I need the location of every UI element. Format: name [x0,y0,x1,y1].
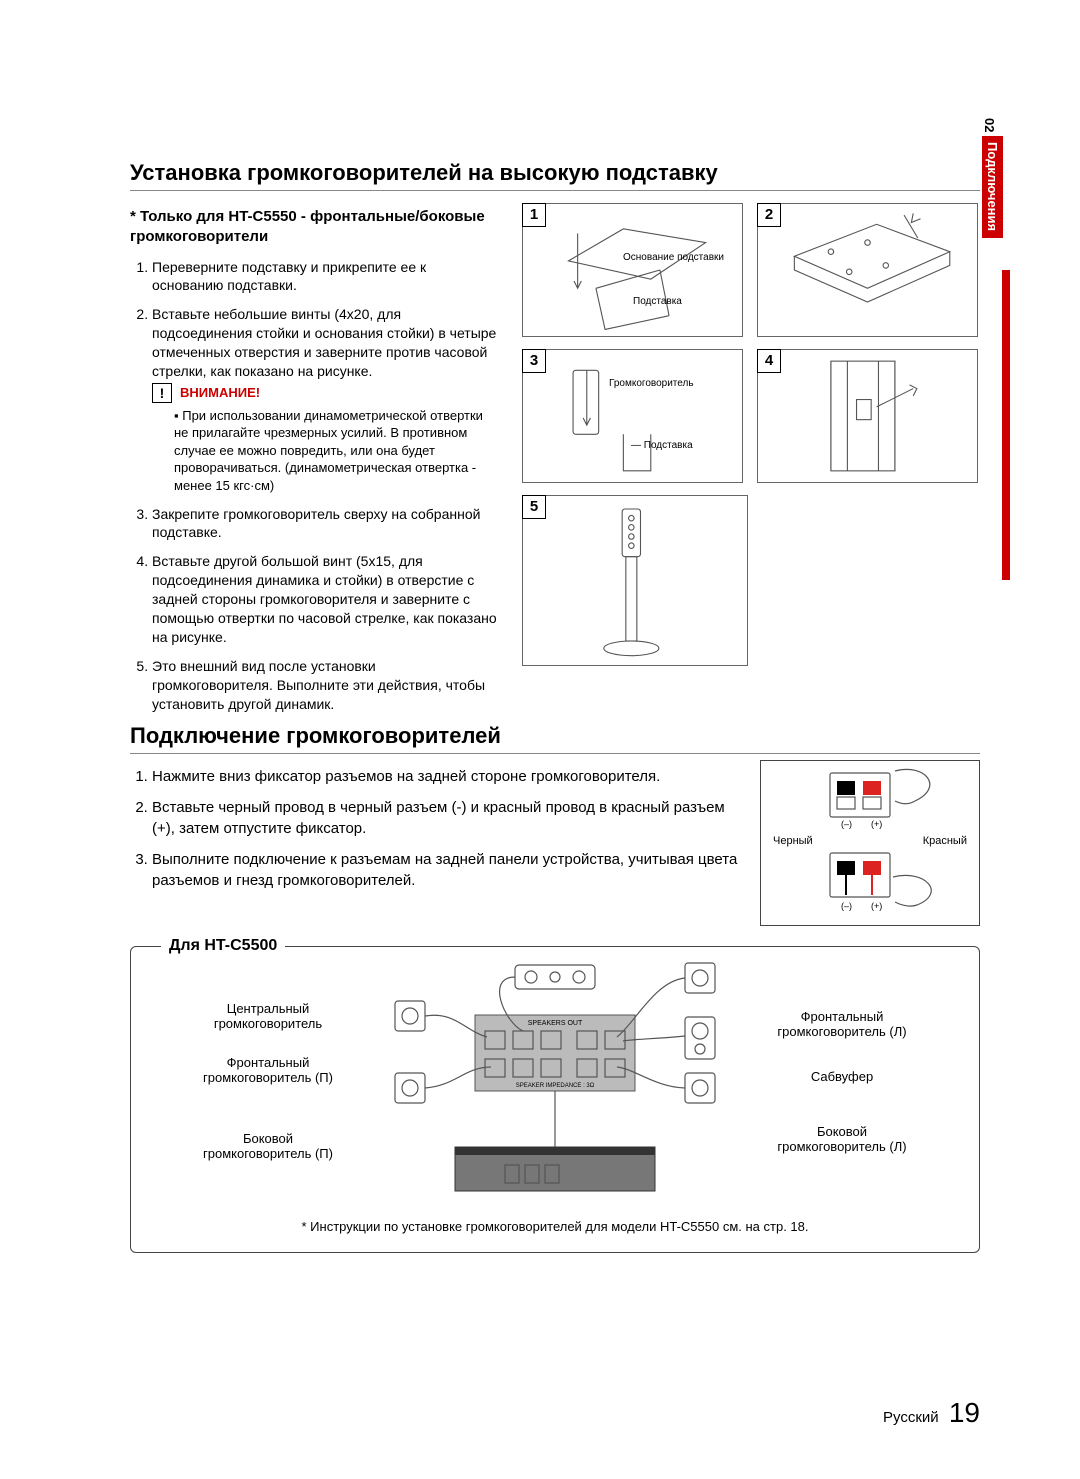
con-step-2: Вставьте черный провод в черный разъем (… [152,797,744,839]
svg-text:(–): (–) [841,901,852,911]
section1-diagrams: 1 Основание подставки Подставка 2 [520,197,980,723]
d1-lbl-a: Основание подставки [623,252,724,263]
section1-text: * Только для HT-C5550 - фронтальные/боко… [130,197,500,723]
d1-lbl-b: Подставка [633,296,682,307]
diagram-1: 1 Основание подставки Подставка [522,203,743,337]
svg-text:(+): (+) [871,901,882,911]
wiring-frame-title: Для HT-C5500 [161,937,285,955]
footer-lang: Русский [883,1409,939,1426]
page-footer: Русский 19 [883,1397,980,1429]
diagram-5: 5 [522,495,748,666]
con-step-3: Выполните подключение к разъемам на задн… [152,849,744,891]
step-4: Вставьте другой большой винт (5x15, для … [152,552,500,646]
plus-label-1: (+) [871,819,882,829]
wiring-frame: Для HT-C5500 Центральный громкоговорител… [130,946,980,1253]
section-tab: 02 Подключения [982,118,1010,238]
lbl-surround-l: Боковой громкоговоритель (Л) [767,1124,917,1154]
section2-title: Подключение громкоговорителей [130,723,980,754]
diagram-num-5: 5 [522,495,546,519]
step-5: Это внешний вид после установки громкого… [152,657,500,714]
con-step-1: Нажмите вниз фиксатор разъемов на задней… [152,766,744,787]
diagram-2: 2 [757,203,978,337]
lbl-front-r: Фронтальный громкоговоритель (П) [193,1055,343,1085]
caution-body: ▪ При использовании динамометрической от… [174,407,500,495]
step-3: Закрепите громкоговоритель сверху на соб… [152,505,500,543]
lbl-front-l: Фронтальный громкоговоритель (Л) [767,1009,917,1039]
minus-label-1: (–) [841,819,852,829]
lbl-surround-r: Боковой громкоговоритель (П) [193,1131,343,1161]
wiring-footnote: * Инструкции по установке громкоговорите… [151,1219,959,1234]
section-stripe [1002,270,1010,580]
panel-imp-label: SPEAKER IMPEDANCE : 3Ω [516,1083,595,1089]
section-label: Подключения [982,136,1003,237]
red-label: Красный [923,835,967,847]
d3-lbl-b: — Подставка [631,440,693,451]
diagram-3: 3 Громкоговоритель — Подставка [522,349,743,483]
step-1: Переверните подставку и прикрепите ее к … [152,258,500,296]
d3-lbl-a: Громкоговоритель [609,378,694,389]
black-label: Черный [773,835,813,847]
caution-icon: ! [152,383,172,403]
caution-label: ВНИМАНИЕ! [180,384,260,402]
section-number: 02 [982,118,997,132]
panel-out-label: SPEAKERS OUT [528,1020,583,1027]
diagram-num-3: 3 [522,349,546,373]
lbl-sub: Сабвуфер [767,1069,917,1084]
lbl-center: Центральный громкоговоритель [193,1001,343,1031]
step-2: Вставьте небольшие винты (4x20, для подс… [152,305,500,494]
step-2-text: Вставьте небольшие винты (4x20, для подс… [152,306,496,379]
diagram-num-1: 1 [522,203,546,227]
footer-page: 19 [949,1397,980,1428]
section1-subhead: * Только для HT-C5550 - фронтальные/боко… [130,207,500,248]
section2-text: Нажмите вниз фиксатор разъемов на задней… [130,760,744,926]
wiring-svg: SPEAKERS OUT SPEAKER IMPEDANCE : 3Ω [355,961,755,1201]
section1-title: Установка громкоговорителей на высокую п… [130,160,980,191]
diagram-4: 4 [757,349,978,483]
diagram-num-2: 2 [757,203,781,227]
terminal-diagram: (–) (+) Черный Красный (–) (+) [760,760,980,926]
diagram-num-4: 4 [757,349,781,373]
